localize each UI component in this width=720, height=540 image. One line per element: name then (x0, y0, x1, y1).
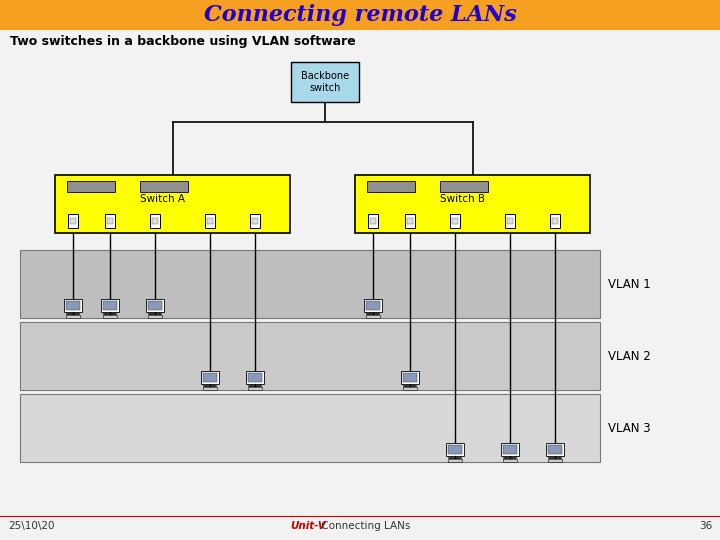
Bar (66, 301, 80, 310)
Bar (146, 299, 164, 312)
Bar (105, 214, 115, 228)
Bar (448, 445, 462, 454)
Bar (291, 62, 359, 102)
Text: switch: switch (310, 83, 341, 93)
Text: VLAN 2: VLAN 2 (608, 349, 651, 362)
Bar (501, 443, 519, 456)
Bar (148, 301, 162, 310)
Bar (505, 214, 515, 228)
Bar (405, 214, 415, 228)
Bar (64, 299, 82, 312)
Text: 25\10\20: 25\10\20 (8, 521, 55, 531)
Bar (201, 371, 219, 383)
Bar (20, 250, 600, 318)
Text: Two switches in a backbone using VLAN software: Two switches in a backbone using VLAN so… (10, 36, 356, 49)
Text: Switch B: Switch B (440, 194, 485, 204)
Bar (402, 387, 417, 390)
Bar (20, 322, 600, 390)
Bar (103, 301, 117, 310)
Bar (507, 218, 513, 224)
Bar (150, 214, 160, 228)
Bar (66, 315, 80, 318)
Bar (203, 373, 217, 382)
Bar (252, 218, 258, 224)
Text: Switch A: Switch A (140, 194, 185, 204)
Bar (366, 301, 380, 310)
Bar (402, 373, 417, 382)
Bar (248, 373, 262, 382)
Bar (368, 214, 378, 228)
Bar (503, 459, 517, 462)
Bar (250, 214, 260, 228)
Text: Unit-V: Unit-V (290, 521, 325, 531)
Text: VLAN 1: VLAN 1 (608, 278, 651, 291)
Bar (548, 459, 562, 462)
Bar (205, 214, 215, 228)
Bar (107, 218, 113, 224)
Bar (503, 445, 517, 454)
Bar (546, 443, 564, 456)
Bar (246, 371, 264, 383)
Bar (20, 394, 600, 462)
Bar (248, 387, 262, 390)
Bar (367, 181, 415, 192)
Bar (55, 175, 290, 233)
Bar (152, 218, 158, 224)
Text: 36: 36 (698, 521, 712, 531)
Bar (148, 315, 162, 318)
Bar (446, 443, 464, 456)
Bar (452, 218, 458, 224)
Bar (550, 214, 560, 228)
Text: Backbone: Backbone (301, 71, 349, 81)
Bar (103, 315, 117, 318)
Bar (370, 218, 376, 224)
Bar (355, 175, 590, 233)
Bar (407, 218, 413, 224)
Bar (70, 218, 76, 224)
Bar (450, 214, 460, 228)
Bar (548, 445, 562, 454)
Bar (401, 371, 419, 383)
Bar (101, 299, 119, 312)
Text: Connecting LANs: Connecting LANs (318, 521, 410, 531)
Bar (366, 315, 380, 318)
Text: VLAN 3: VLAN 3 (608, 422, 651, 435)
Bar (448, 459, 462, 462)
Bar (203, 387, 217, 390)
Bar (68, 214, 78, 228)
Text: Connecting remote LANs: Connecting remote LANs (204, 4, 516, 26)
Bar (0, 0, 720, 30)
Bar (67, 181, 115, 192)
Bar (364, 299, 382, 312)
Bar (207, 218, 213, 224)
Bar (440, 181, 488, 192)
Bar (552, 218, 558, 224)
Bar (140, 181, 188, 192)
